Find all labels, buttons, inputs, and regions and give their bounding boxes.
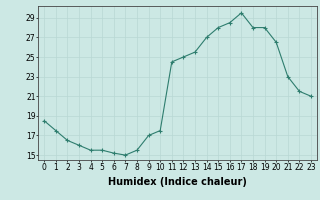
X-axis label: Humidex (Indice chaleur): Humidex (Indice chaleur) (108, 177, 247, 187)
